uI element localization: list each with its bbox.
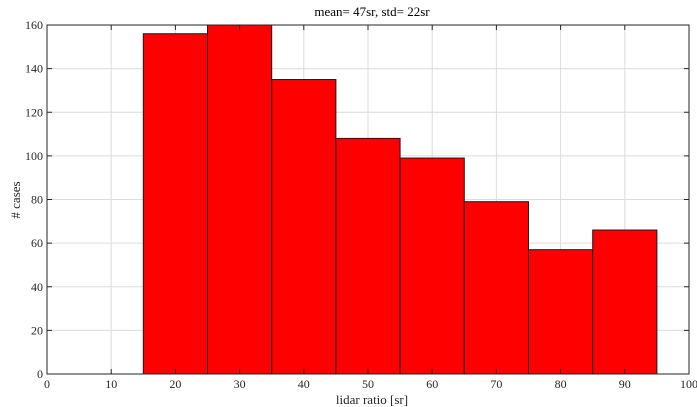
histogram-bar-75-85 xyxy=(528,249,594,375)
histogram-bar-85-95 xyxy=(592,229,658,375)
y-tick-label-0: 0 xyxy=(37,367,43,381)
y-tick-label-60: 60 xyxy=(31,236,43,250)
chart-title: mean= 47sr, std= 22sr xyxy=(314,4,430,19)
x-tick-label-60: 60 xyxy=(426,377,438,391)
histogram-bar-35-45 xyxy=(271,79,337,375)
histogram-bar-15-25 xyxy=(142,33,208,375)
histogram-bars xyxy=(142,24,658,375)
x-tick-label-80: 80 xyxy=(555,377,567,391)
histogram-bar-45-55 xyxy=(335,137,401,375)
x-axis-label: lidar ratio [sr] xyxy=(336,392,408,407)
histogram-bar-65-75 xyxy=(463,201,529,375)
y-tick-label-140: 140 xyxy=(25,62,43,76)
histogram-bar-55-65 xyxy=(399,157,465,375)
x-tick-label-50: 50 xyxy=(362,377,374,391)
x-tick-label-90: 90 xyxy=(619,377,631,391)
x-tick-label-40: 40 xyxy=(298,377,310,391)
y-tick-label-160: 160 xyxy=(25,18,43,32)
y-tick-label-20: 20 xyxy=(31,323,43,337)
x-tick-label-10: 10 xyxy=(105,377,117,391)
y-tick-label-120: 120 xyxy=(25,105,43,119)
x-tick-label-30: 30 xyxy=(234,377,246,391)
y-tick-label-80: 80 xyxy=(31,193,43,207)
y-axis-ticks: 0 20 40 60 80 100 120 140 160 xyxy=(25,18,689,381)
x-tick-label-70: 70 xyxy=(490,377,502,391)
x-tick-label-100: 100 xyxy=(680,377,697,391)
x-axis-ticks: 0 10 20 30 40 50 60 70 80 90 100 xyxy=(44,25,697,391)
x-tick-label-0: 0 xyxy=(44,377,50,391)
histogram-bar-25-35 xyxy=(207,24,273,375)
y-axis-label: # cases xyxy=(8,181,23,218)
y-tick-label-100: 100 xyxy=(25,149,43,163)
x-tick-label-20: 20 xyxy=(169,377,181,391)
y-tick-label-40: 40 xyxy=(31,280,43,294)
